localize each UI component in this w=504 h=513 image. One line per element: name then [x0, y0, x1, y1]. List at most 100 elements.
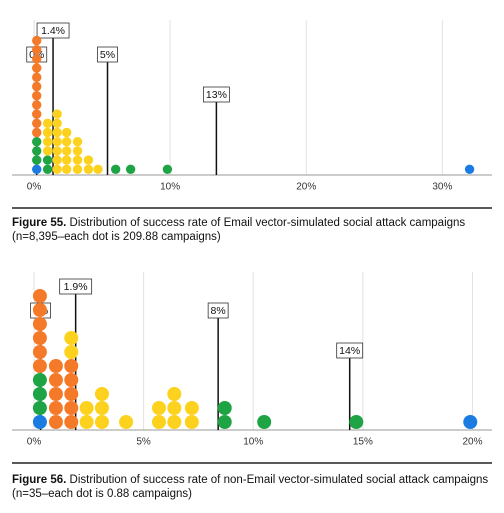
dot	[151, 415, 166, 429]
x-tick-label: 20%	[462, 437, 482, 448]
dot	[83, 164, 94, 174]
x-tick-label: 15%	[353, 437, 373, 448]
caption: Figure 56. Distribution of success rate …	[12, 473, 492, 501]
caption-text: Distribution of success rate of Email ve…	[12, 217, 466, 243]
dot	[48, 401, 63, 415]
caption: Figure 55. Distribution of success rate …	[12, 216, 492, 244]
dot	[64, 373, 79, 387]
marker-box	[207, 302, 229, 319]
dot	[217, 415, 232, 429]
dot	[32, 35, 42, 46]
dot	[48, 387, 63, 401]
dot	[48, 415, 63, 429]
dot	[32, 164, 42, 174]
marker-label: 8%	[211, 305, 226, 317]
dot	[52, 127, 62, 138]
dot	[42, 118, 53, 128]
dot	[32, 146, 42, 156]
marker-box	[59, 278, 93, 295]
dot	[463, 415, 478, 429]
dot	[52, 155, 62, 165]
dot	[48, 373, 63, 387]
dot	[162, 164, 173, 174]
dot	[79, 401, 94, 415]
dot	[151, 401, 166, 415]
dot	[72, 137, 83, 147]
dot	[32, 317, 47, 331]
dot	[32, 331, 47, 345]
dot	[119, 415, 134, 429]
dot	[52, 164, 62, 174]
dot	[32, 401, 47, 415]
dot	[42, 146, 53, 156]
dot	[94, 415, 109, 429]
dot	[64, 387, 79, 401]
x-tick-label: 0%	[27, 437, 42, 448]
marker-box	[336, 342, 364, 359]
dot	[110, 164, 121, 174]
dot	[93, 164, 103, 174]
dot	[257, 415, 272, 429]
dot	[42, 155, 53, 165]
dot	[184, 415, 199, 429]
marker-box	[97, 46, 118, 63]
marker-label: 13%	[206, 89, 227, 101]
marker-box	[36, 22, 70, 39]
dot	[32, 118, 42, 128]
dot	[167, 387, 182, 401]
dot	[64, 401, 79, 415]
dot	[32, 127, 42, 138]
dot	[32, 109, 42, 119]
x-tick-label: 0%	[27, 182, 42, 193]
x-tick-label: 20%	[296, 182, 316, 193]
dot	[79, 415, 94, 429]
dot	[32, 54, 42, 64]
dot	[167, 415, 182, 429]
dot	[52, 137, 62, 147]
x-tick-label: 5%	[136, 437, 151, 448]
dot	[72, 164, 83, 174]
dot	[32, 387, 47, 401]
marker-label: 1.9%	[64, 281, 88, 293]
dot	[64, 415, 79, 429]
caption-text: Distribution of success rate of non-Emai…	[12, 474, 489, 500]
dot	[167, 401, 182, 415]
marker-box	[202, 86, 230, 103]
dot	[48, 359, 63, 373]
dot	[72, 146, 83, 156]
dot	[61, 146, 72, 156]
dot	[32, 359, 47, 373]
dot	[32, 91, 42, 101]
dot	[42, 164, 53, 174]
dot	[94, 387, 109, 401]
dot	[61, 137, 72, 147]
figure-label: Figure 56.	[12, 474, 67, 486]
dot	[94, 401, 109, 415]
dot	[72, 155, 83, 165]
dot	[32, 155, 42, 165]
dot	[32, 45, 42, 55]
dot	[64, 331, 79, 345]
dot	[52, 118, 62, 128]
dot	[32, 81, 42, 92]
dot	[61, 155, 72, 165]
marker-label: 14%	[339, 345, 360, 357]
dot	[217, 401, 232, 415]
dot	[52, 109, 62, 119]
dot	[32, 137, 42, 147]
dot	[349, 415, 364, 429]
marker-label: 1.4%	[41, 25, 65, 37]
dot	[32, 415, 47, 429]
dot	[32, 72, 42, 83]
dot	[32, 373, 47, 387]
dot	[61, 164, 72, 174]
figure-label: Figure 55.	[12, 217, 67, 229]
dot	[61, 127, 72, 138]
dot	[64, 345, 79, 359]
dot	[52, 146, 62, 156]
dot	[83, 155, 94, 165]
dot	[42, 127, 53, 138]
x-tick-label: 10%	[160, 182, 180, 193]
dot	[184, 401, 199, 415]
dot	[32, 303, 47, 317]
